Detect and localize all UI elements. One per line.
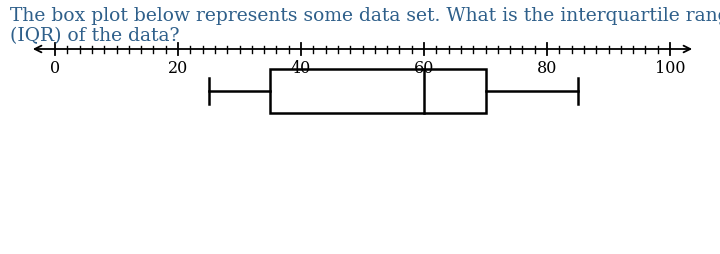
Text: 0: 0 bbox=[50, 60, 60, 77]
Bar bbox=[270, 70, 485, 114]
Text: 100: 100 bbox=[654, 60, 685, 77]
Text: The box plot below represents some data set. What is the interquartile range: The box plot below represents some data … bbox=[10, 7, 720, 25]
Text: (IQR) of the data?: (IQR) of the data? bbox=[10, 27, 179, 45]
Text: 20: 20 bbox=[168, 60, 188, 77]
Text: 60: 60 bbox=[414, 60, 434, 77]
Text: 40: 40 bbox=[291, 60, 311, 77]
Text: 80: 80 bbox=[537, 60, 557, 77]
